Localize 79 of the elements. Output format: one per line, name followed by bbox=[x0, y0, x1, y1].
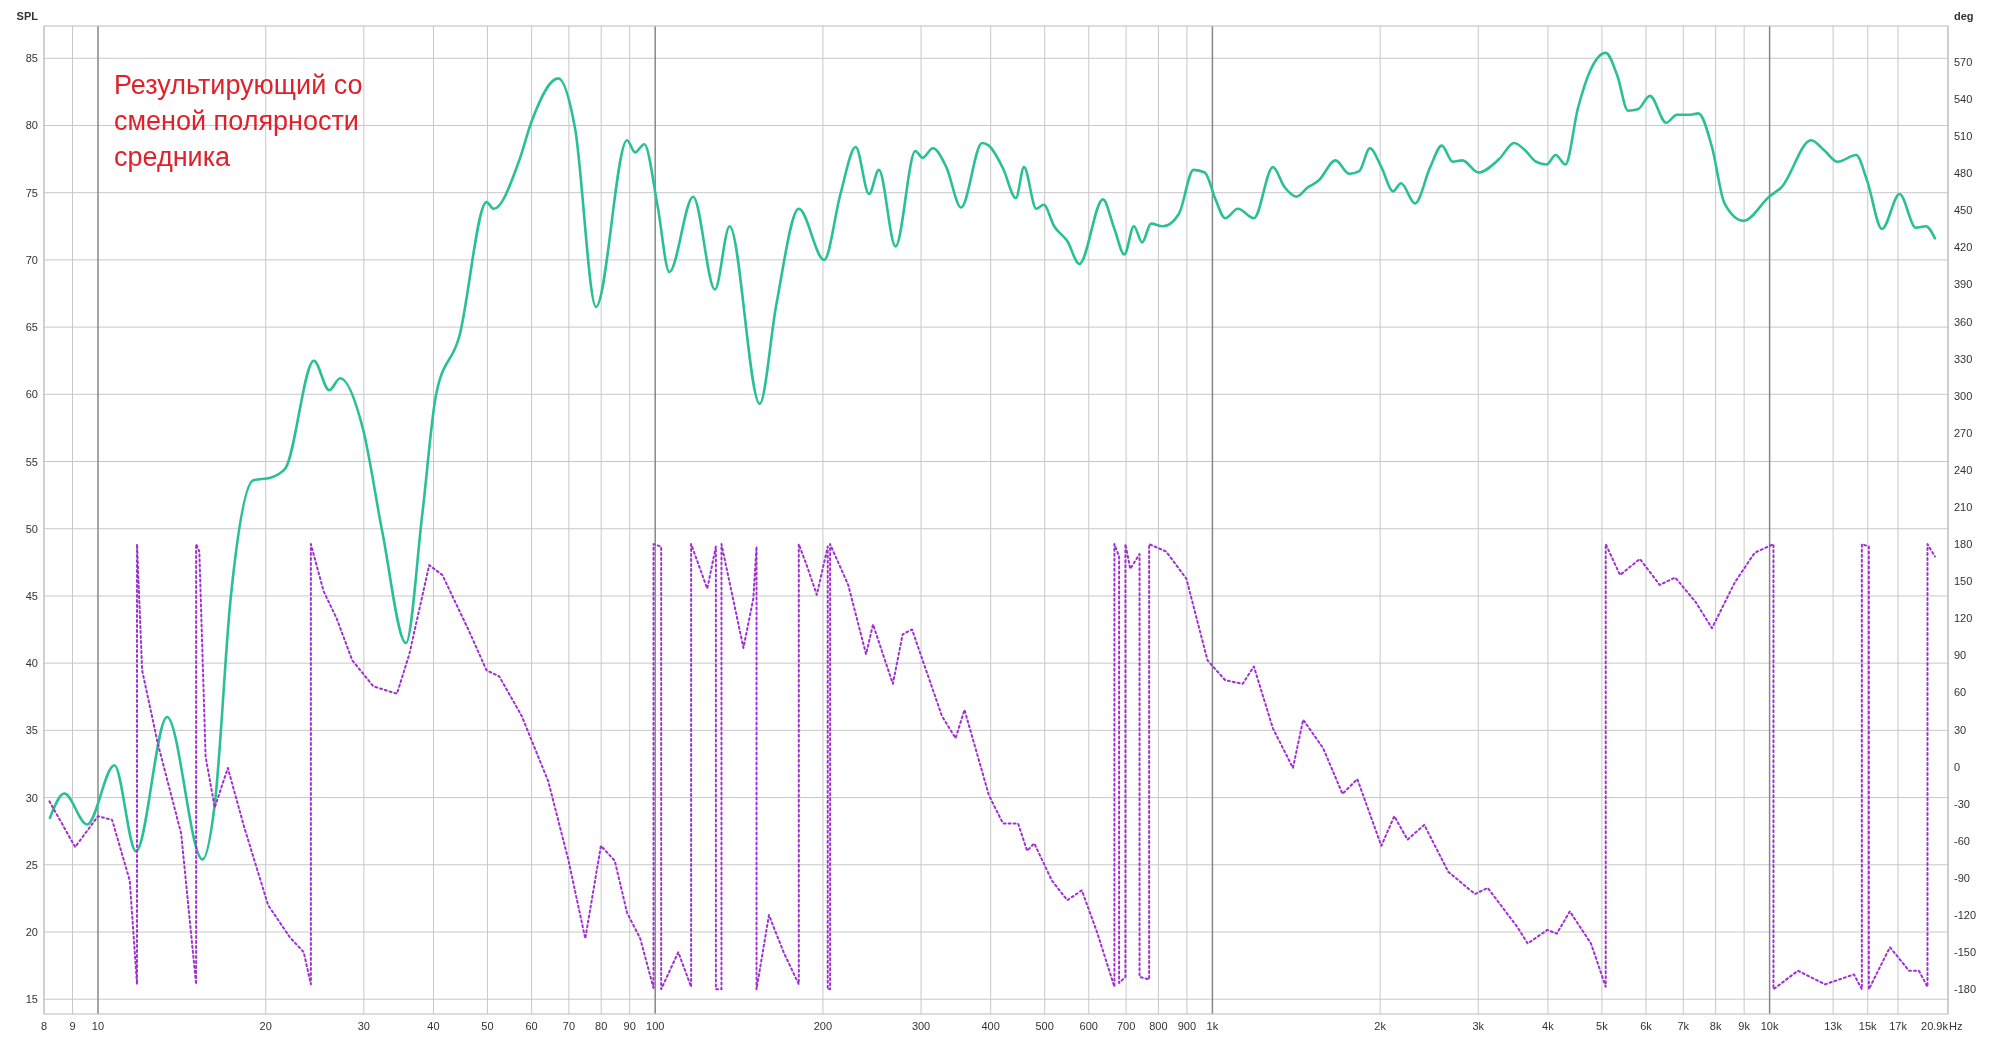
y2-tick-label: 180 bbox=[1954, 538, 1973, 551]
y-axis-title: SPL bbox=[16, 10, 39, 22]
y-tick-label: 20 bbox=[25, 926, 38, 938]
x-axis-title: Hz bbox=[1949, 1020, 1963, 1032]
y2-tick-label: 390 bbox=[1954, 278, 1973, 291]
y2-tick-label: -90 bbox=[1954, 871, 1970, 884]
x-tick-label: 17k bbox=[1889, 1020, 1908, 1032]
y2-tick-label: 0 bbox=[1954, 760, 1961, 773]
y2-tick-label: 90 bbox=[1954, 649, 1967, 662]
y2-tick-label: 270 bbox=[1954, 426, 1973, 439]
y2-tick-label: 360 bbox=[1954, 315, 1973, 328]
x-tick-label: 4k bbox=[1542, 1020, 1555, 1032]
y2-tick-label: 300 bbox=[1954, 389, 1973, 402]
y-tick-label: 40 bbox=[25, 657, 38, 670]
x-tick-label: 800 bbox=[1149, 1020, 1168, 1032]
y-tick-label: 30 bbox=[25, 791, 38, 804]
x-tick-label: 10 bbox=[91, 1020, 105, 1032]
y2-tick-label: 60 bbox=[1954, 686, 1967, 699]
x-tick-label: 8 bbox=[40, 1020, 48, 1032]
x-tick-label: 20.9k bbox=[1921, 1020, 1949, 1032]
y2-tick-label: 510 bbox=[1954, 130, 1973, 143]
x-tick-label: 300 bbox=[911, 1020, 931, 1032]
x-tick-label: 8k bbox=[1709, 1020, 1722, 1032]
y-tick-label: 45 bbox=[25, 589, 38, 602]
x-tick-label: 20 bbox=[259, 1020, 272, 1032]
x-tick-label: 30 bbox=[357, 1020, 370, 1032]
x-tick-label: 3k bbox=[1472, 1020, 1485, 1032]
y2-tick-label: 240 bbox=[1954, 463, 1973, 476]
y-tick-label: 85 bbox=[25, 52, 38, 65]
x-tick-label: 100 bbox=[646, 1020, 665, 1032]
y-tick-label: 60 bbox=[25, 388, 38, 401]
y2-tick-label: 540 bbox=[1954, 92, 1973, 105]
y2-tick-label: 150 bbox=[1954, 575, 1973, 588]
y-tick-label: 15 bbox=[25, 993, 38, 1006]
y2-tick-label: 30 bbox=[1954, 723, 1967, 736]
x-tick-label: 6k bbox=[1640, 1020, 1653, 1032]
y2-tick-label: 210 bbox=[1954, 501, 1973, 514]
x-tick-label: 10k bbox=[1760, 1020, 1779, 1032]
x-tick-label: 9k bbox=[1738, 1020, 1751, 1032]
x-tick-label: 500 bbox=[1035, 1020, 1054, 1032]
annotation: Результирующий со сменой полярности средника bbox=[114, 70, 363, 172]
x-tick-label: 1k bbox=[1206, 1020, 1219, 1032]
x-tick-label: 700 bbox=[1116, 1020, 1136, 1032]
x-tick-label: 600 bbox=[1079, 1020, 1098, 1032]
x-tick-label: 400 bbox=[981, 1020, 1000, 1032]
x-tick-label: 90 bbox=[623, 1020, 636, 1032]
x-tick-label: 60 bbox=[525, 1020, 538, 1032]
y-tick-label: 25 bbox=[25, 858, 38, 871]
x-tick-label: 13k bbox=[1824, 1020, 1843, 1032]
x-tick-label: 5k bbox=[1596, 1020, 1609, 1032]
y2-tick-label: 450 bbox=[1954, 204, 1973, 217]
y-tick-label: 50 bbox=[25, 522, 38, 535]
x-tick-label: 200 bbox=[813, 1020, 833, 1032]
x-tick-label: 7k bbox=[1677, 1020, 1690, 1032]
y2-tick-label: 120 bbox=[1954, 612, 1973, 625]
y2-tick-label: 420 bbox=[1954, 241, 1973, 254]
y-tick-label: 70 bbox=[25, 253, 38, 266]
y-tick-label: 55 bbox=[25, 455, 38, 468]
x-tick-label: 70 bbox=[562, 1020, 576, 1032]
y2-tick-label: -60 bbox=[1954, 834, 1970, 847]
y-tick-label: 35 bbox=[25, 724, 38, 737]
x-tick-label: 40 bbox=[427, 1020, 440, 1032]
y2-tick-label: -180 bbox=[1954, 983, 1977, 996]
y2-tick-label: 330 bbox=[1954, 352, 1973, 365]
x-tick-label: 900 bbox=[1177, 1020, 1197, 1032]
x-tick-label: 50 bbox=[481, 1020, 494, 1032]
y2-axis-title: deg bbox=[1954, 10, 1974, 22]
y2-tick-label: 480 bbox=[1954, 167, 1973, 180]
x-tick-label: 9 bbox=[69, 1020, 76, 1032]
y2-tick-label: -30 bbox=[1954, 797, 1970, 810]
y2-tick-label: -120 bbox=[1954, 909, 1977, 922]
y2-tick-label: -150 bbox=[1954, 946, 1977, 959]
y2-tick-label: 570 bbox=[1954, 55, 1973, 68]
y-tick-label: 65 bbox=[25, 321, 38, 334]
y-tick-label: 80 bbox=[25, 119, 38, 132]
x-tick-label: 2k bbox=[1374, 1020, 1387, 1032]
x-tick-label: 80 bbox=[595, 1020, 608, 1032]
y-tick-label: 75 bbox=[25, 186, 38, 199]
x-tick-label: 15k bbox=[1858, 1020, 1878, 1032]
